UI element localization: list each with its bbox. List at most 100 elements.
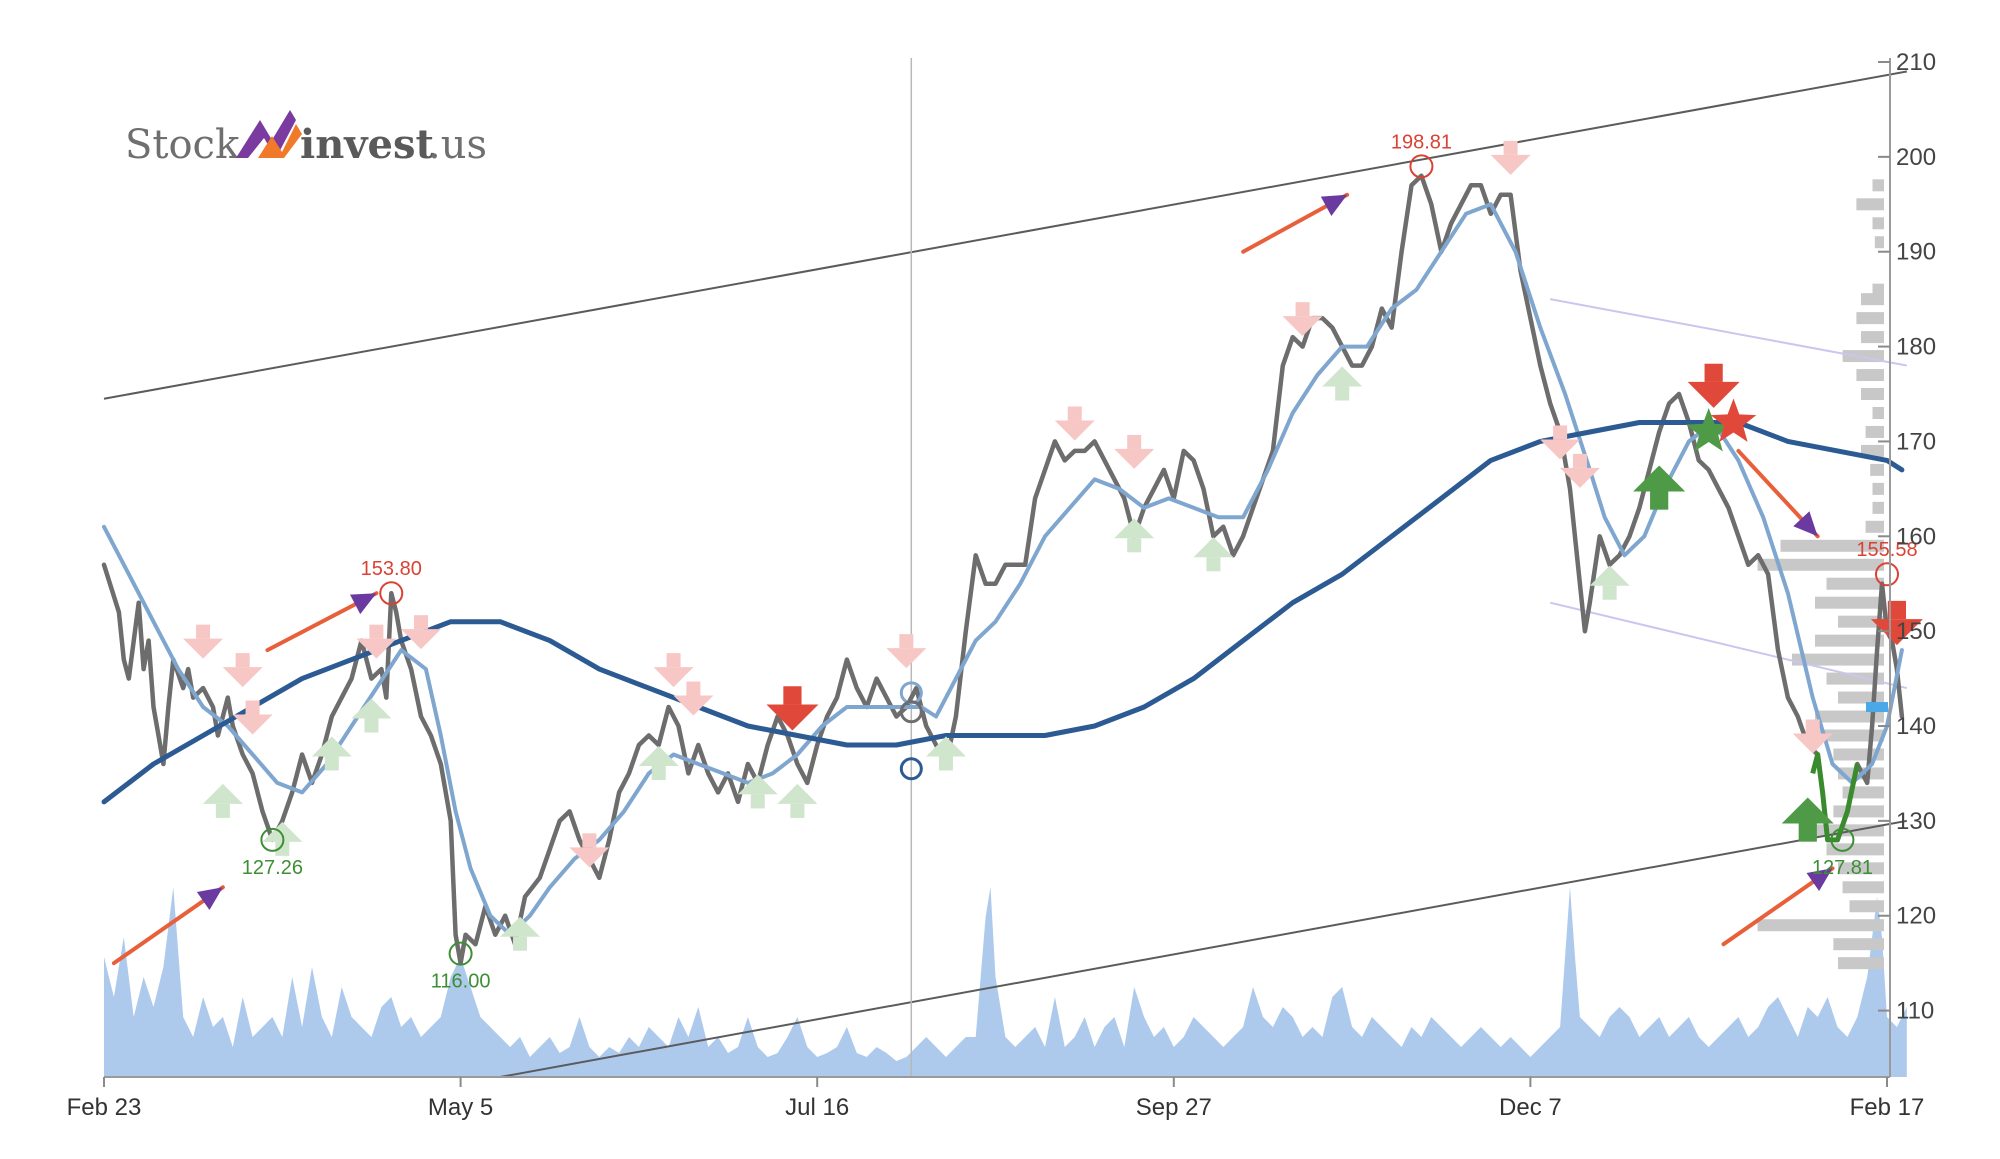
buy-arrow-stem (1206, 557, 1221, 572)
buy-signal-arrow (1114, 518, 1155, 553)
trend-arrow-up (1241, 192, 1350, 254)
volume-by-price-bar (1865, 425, 1884, 438)
buy-arrow-stem (1602, 585, 1617, 600)
volume-by-price-bar (1872, 283, 1884, 296)
volume-by-price-bar (1872, 406, 1884, 419)
sell-signal-arrow (569, 833, 610, 868)
sell-signal-arrow (1792, 719, 1833, 754)
sell-arrow-stem (1127, 434, 1142, 449)
high-point-circle (379, 581, 404, 606)
buy-arrow-head (737, 774, 778, 795)
buy-signal-arrow (777, 783, 818, 818)
sell-arrow-stem (413, 615, 428, 630)
stockinvest-logo[interactable]: Stock invest .us (125, 110, 487, 168)
buy-star-marker (1685, 408, 1732, 452)
logo-text-domain: .us (428, 122, 487, 168)
sell-arrow-head (232, 714, 273, 735)
sell-arrow-head (1870, 619, 1923, 646)
buy-arrow-head (1322, 366, 1363, 387)
sell-arrow-stem (1805, 719, 1820, 734)
buy-arrow-stem (1650, 491, 1669, 510)
trend-channel-sub_upper (1550, 298, 1907, 367)
buy-zone-segment (1810, 752, 1860, 843)
volume-area (104, 887, 1907, 1077)
sell-signal-arrow (1870, 600, 1923, 646)
high-point-label: 198.81 (1391, 131, 1452, 153)
buy-arrow-stem (1798, 823, 1817, 842)
sell-arrow-head (886, 648, 927, 669)
sell-arrow-head (1114, 448, 1155, 469)
volume-by-price-bar (1856, 369, 1884, 382)
sell-arrow-stem (196, 624, 211, 639)
buy-arrow-head (1589, 565, 1630, 586)
x-tick-label: Feb 23 (67, 1094, 142, 1121)
sell-signal-arrow (222, 653, 263, 688)
y-tick-label: 190 (1896, 239, 1936, 266)
buy-arrow-head (311, 736, 352, 757)
sell-signal-arrow (653, 653, 694, 688)
sell-arrow-head (673, 695, 714, 716)
trend-arrow-head (1793, 511, 1818, 537)
volume-by-price-bar (1838, 862, 1884, 875)
low-point-label: 127.26 (242, 857, 303, 879)
volume-by-price-bar (1826, 577, 1884, 590)
x-tick-label: Jul 16 (785, 1094, 849, 1121)
volume-by-price-bar (1833, 938, 1884, 951)
buy-arrow-stem (324, 756, 339, 771)
y-tick-label: 140 (1896, 713, 1936, 740)
volume-by-price-bar (1861, 444, 1884, 457)
sell-signal-arrow (1282, 302, 1323, 337)
buy-arrow-head (925, 736, 966, 757)
sell-arrow-stem (783, 686, 802, 705)
volume-by-price-bar (1872, 217, 1884, 230)
volume-by-price-bar (1865, 520, 1884, 533)
trend-channel-sub_lower (1549, 601, 1908, 690)
buy-arrow-stem (938, 756, 953, 771)
sell-star-marker (1710, 398, 1757, 442)
volume-by-price-bar (1780, 539, 1884, 552)
sell-arrow-stem (1887, 600, 1907, 620)
high-point-label: 155.58 (1856, 539, 1917, 561)
volume-area-layer (104, 887, 1907, 1077)
sell-signal-arrow (183, 624, 224, 659)
buy-arrow-stem (651, 765, 666, 780)
sell-signal-arrow (1490, 140, 1531, 175)
sell-arrow-stem (245, 700, 260, 715)
logo-text-stock: Stock (125, 122, 240, 168)
y-tick-label: 150 (1896, 618, 1936, 645)
buy-arrow-head (777, 783, 818, 804)
crossover-circle (899, 757, 923, 781)
x-tick-label: May 5 (428, 1094, 493, 1121)
volume-by-price-bar (1838, 691, 1884, 704)
high-point-circle (1875, 562, 1899, 587)
buy-arrow-stem (275, 841, 290, 856)
sell-signal-arrow (673, 681, 714, 716)
x-tick-label: Dec 7 (1499, 1094, 1562, 1121)
sell-arrow-stem (666, 653, 681, 668)
volume-by-price-bar (1792, 653, 1884, 666)
volume-by-price-bar (1838, 615, 1884, 628)
buy-arrow-head (500, 916, 541, 937)
y-tick-label: 130 (1896, 808, 1936, 835)
trend-arrow-up (1721, 866, 1835, 947)
buy-signal-arrow (1589, 565, 1630, 600)
sell-signal-arrow (1054, 406, 1095, 441)
trend-arrow-head (1806, 868, 1833, 892)
sell-arrow-stem (1553, 425, 1568, 440)
y-tick-label: 160 (1896, 523, 1936, 550)
sell-arrow-head (1540, 439, 1581, 460)
buy-signal-arrow (1322, 366, 1363, 401)
sell-arrow-stem (1704, 363, 1723, 382)
axes-layer: 110 120 130 140 150 160 170 180 190 200 210 Feb 23 M… (67, 49, 1936, 1121)
sell-signal-arrow (1114, 434, 1155, 469)
volume-by-price-bar (1838, 957, 1884, 970)
trend-arrow-head (350, 593, 377, 615)
sell-arrow-head (1490, 154, 1531, 175)
high-point-circle (1409, 154, 1434, 179)
low-point-circle (260, 827, 285, 852)
buy-arrow-head (1633, 465, 1686, 492)
sell-signal-arrow (886, 634, 927, 669)
crossover-circle (899, 700, 923, 724)
